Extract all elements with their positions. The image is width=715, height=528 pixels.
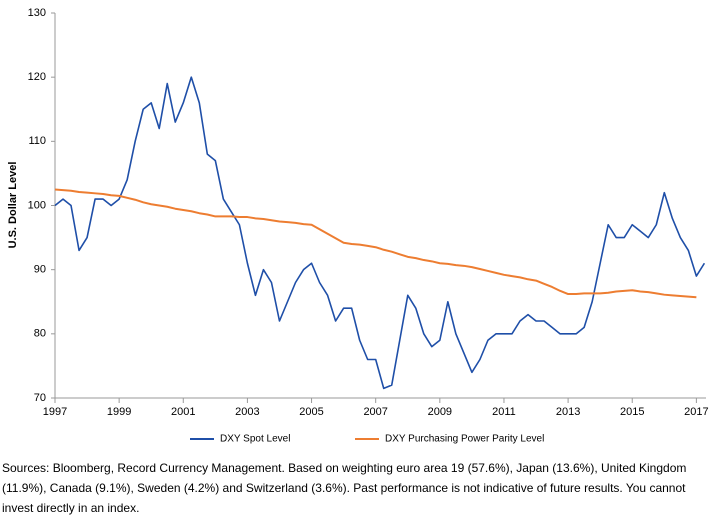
chart: U.S. Dollar Level 70 80 90 100 110 120 130 1997… [7, 7, 709, 445]
x-tick-label: 2011 [492, 406, 516, 418]
y-tick-label: 130 [28, 7, 46, 19]
legend-label: DXY Spot Level [220, 434, 290, 445]
y-tick-label: 120 [28, 71, 46, 83]
legend-label: DXY Purchasing Power Parity Level [385, 434, 544, 445]
x-tick-label: 2007 [363, 406, 387, 418]
series-line [54, 188, 697, 299]
series-line [54, 76, 706, 390]
x-tick-label: 2005 [299, 406, 323, 418]
y-tick-label: 90 [34, 264, 46, 276]
y-axis-title: U.S. Dollar Level [7, 162, 19, 249]
x-tick-label: 2003 [235, 406, 259, 418]
y-tick-label: 70 [34, 392, 46, 404]
x-tick-label: 2013 [556, 406, 580, 418]
y-tick-label: 100 [28, 199, 46, 211]
x-tick-label: 2009 [428, 406, 452, 418]
x-tick-label: 2001 [171, 406, 195, 418]
y-tick-label: 110 [28, 135, 46, 147]
source-note: Sources: Bloomberg, Record Currency Mana… [2, 461, 687, 515]
x-tick-label: 2017 [684, 406, 708, 418]
x-tick-label: 1999 [107, 406, 131, 418]
x-tick-label: 1997 [43, 406, 67, 418]
y-tick-label: 80 [34, 328, 46, 340]
x-tick-label: 2015 [620, 406, 644, 418]
